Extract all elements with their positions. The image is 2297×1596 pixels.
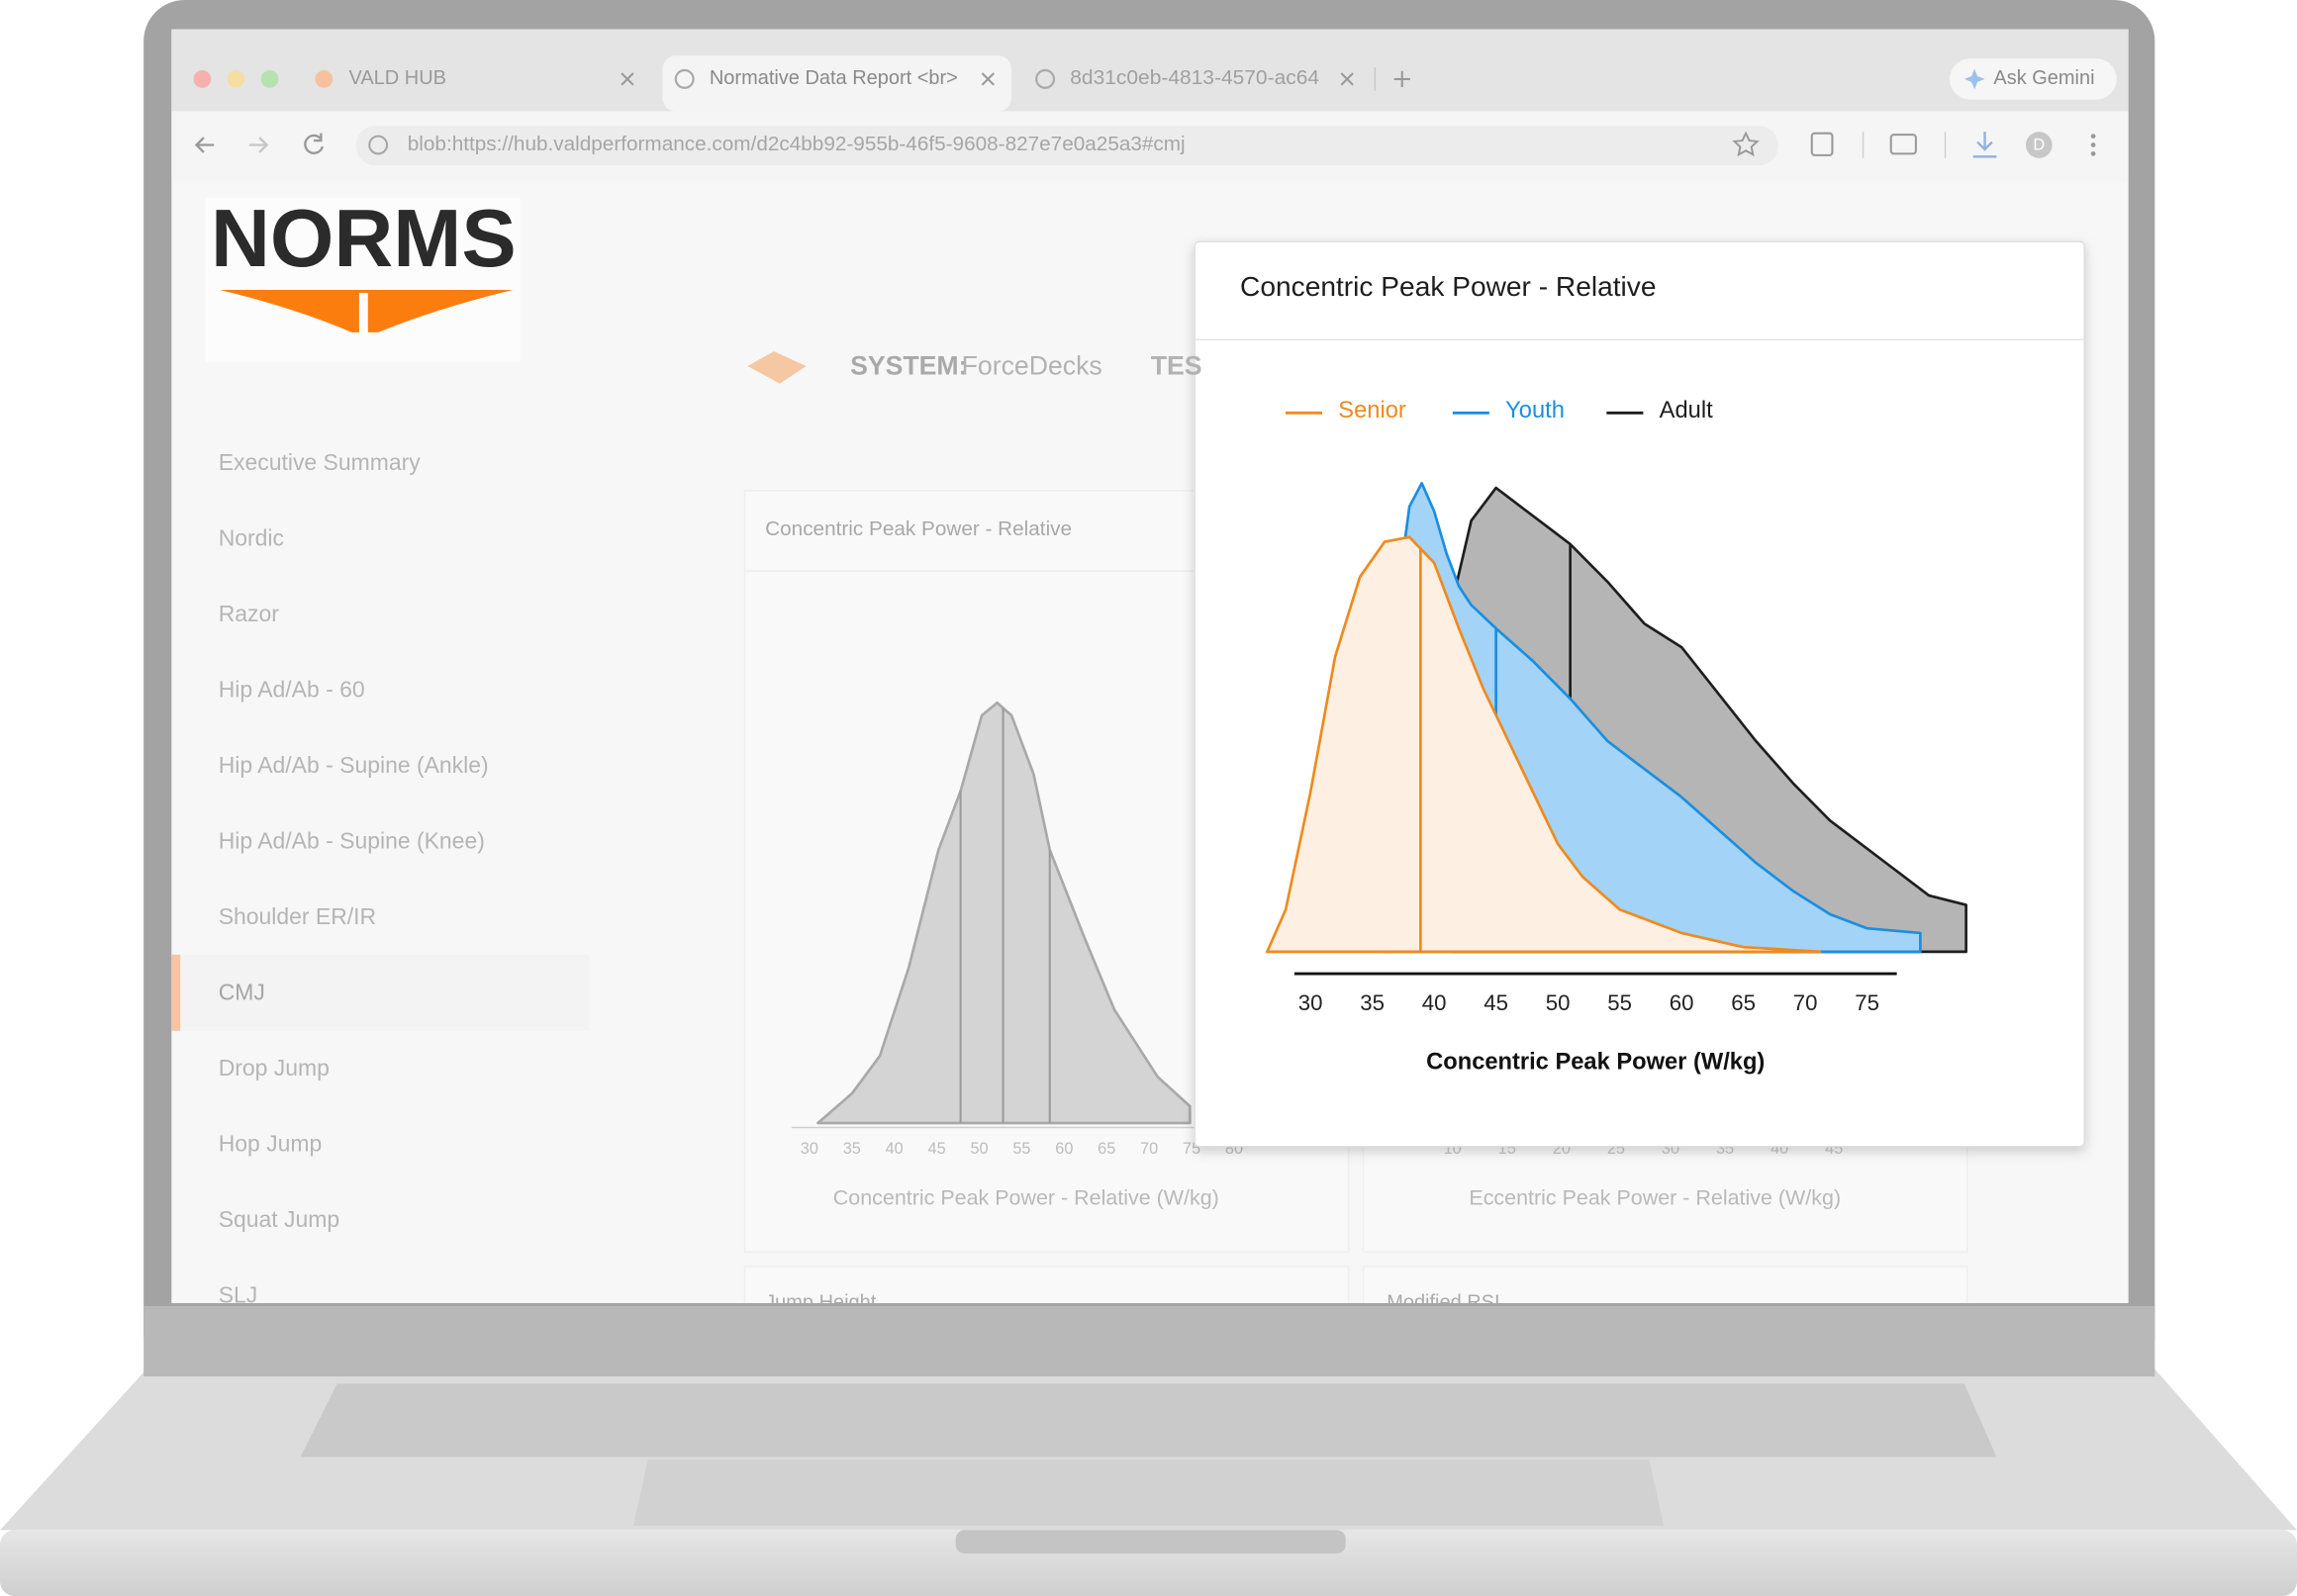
window-minimize[interactable] [227, 70, 245, 88]
nav-item[interactable]: Shoulder ER/IR [219, 903, 376, 929]
url[interactable]: blob:https://hub.valdperformance.com/d2c… [408, 133, 1186, 155]
x-tick-label: 35 [1360, 990, 1385, 1015]
nav-item[interactable]: Nordic [219, 525, 284, 551]
x-axis-label: Concentric Peak Power - Relative (W/kg) [833, 1186, 1219, 1210]
chart-title: Concentric Peak Power - Relative [1240, 271, 1656, 302]
nav-selected-indicator [171, 954, 181, 1031]
logo: NORMS [211, 192, 517, 284]
nav-item[interactable]: Hip Ad/Ab - Supine (Knee) [219, 828, 485, 854]
tab-icon [315, 70, 334, 88]
extensions-icon[interactable] [1810, 132, 1834, 156]
tab-title[interactable]: Normative Data Report <br> [710, 67, 958, 89]
screen-content: Concentric Peak Power - Relative 30 35 40 45… [171, 29, 2129, 1313]
x-tick-label: 50 [970, 1140, 988, 1158]
nav-item[interactable]: Executive Summary [219, 449, 422, 475]
nav-item[interactable]: Razor [219, 601, 280, 626]
nav-selected-bg [171, 954, 590, 1031]
tab-title[interactable]: 8d31c0eb-4813-4570-ac64 [1070, 67, 1319, 89]
window-close[interactable] [193, 70, 212, 88]
cast-icon[interactable] [1889, 134, 1917, 155]
card-title: Modified RSI [1387, 1291, 1499, 1313]
density-area [1266, 535, 1822, 954]
legend-label[interactable]: Adult [1660, 398, 1713, 423]
chin [144, 1305, 2155, 1377]
x-tick-label: 60 [1670, 990, 1694, 1015]
logo-split [358, 292, 368, 334]
gemini-label[interactable]: Ask Gemini [1993, 67, 2094, 89]
profile-initial[interactable]: D [2033, 137, 2045, 154]
address-bar[interactable] [355, 126, 1778, 166]
card [743, 1266, 1350, 1304]
gemini-button[interactable] [1949, 58, 2117, 100]
logo-box [205, 197, 521, 362]
x-tick-label: 35 [843, 1140, 861, 1158]
x-tick-label: 50 [1546, 990, 1571, 1015]
tab-icon [1035, 68, 1056, 89]
tab-strip [171, 29, 2129, 112]
bookmark-icon[interactable] [1732, 131, 1760, 157]
notch [955, 1530, 1346, 1554]
x-tick-label: 75 [1855, 990, 1879, 1015]
nav-item[interactable]: Hip Ad/Ab - 60 [219, 677, 365, 703]
active-tab[interactable] [662, 55, 1012, 112]
x-tick-label: 45 [1483, 990, 1508, 1015]
x-tick-label: 30 [1298, 990, 1323, 1015]
text-layer: VALD HUB Normative Data Report <br> 8d31c0… [211, 67, 2095, 1313]
x-tick-label: 70 [1793, 990, 1818, 1015]
laptop-base [0, 1530, 2297, 1596]
card-title: Jump Height [765, 1291, 877, 1313]
x-tick-label: 45 [928, 1140, 946, 1158]
tab-icon [674, 68, 695, 89]
x-tick-label: 70 [1140, 1140, 1158, 1158]
tab-title[interactable]: VALD HUB [349, 67, 446, 89]
background-charts: Concentric Peak Power - Relative 30 35 40 45… [765, 517, 1843, 1209]
x-tick-label: 30 [801, 1140, 818, 1158]
tab-close-icons[interactable] [621, 70, 1410, 88]
system-value: ForceDecks [962, 350, 1102, 380]
nav-item[interactable]: CMJ [219, 980, 265, 1005]
gemini-icon [1963, 68, 1985, 90]
site-info-icon[interactable] [368, 135, 389, 155]
window-maximize[interactable] [260, 70, 279, 88]
x-tick-label: 55 [1607, 990, 1632, 1015]
menu-icon[interactable] [2090, 134, 2096, 156]
x-tick-label: 40 [886, 1140, 904, 1158]
system-icon [747, 351, 807, 384]
x-tick-label: 40 [1422, 990, 1447, 1015]
card [1362, 1266, 1968, 1304]
nav-item[interactable]: Hop Jump [219, 1131, 323, 1157]
nav-buttons[interactable] [194, 133, 325, 154]
popup: Concentric Peak Power - Relative 30 35 40 45… [1194, 240, 2085, 1148]
x-tick-label: 65 [1098, 1140, 1115, 1158]
chart-title: Concentric Peak Power - Relative [765, 517, 1072, 540]
system-label: SYSTEM: [850, 350, 967, 380]
x-axis-label: Eccentric Peak Power - Relative (W/kg) [1469, 1186, 1841, 1210]
x-tick-label: 65 [1731, 990, 1756, 1015]
x-tick-label: 60 [1055, 1140, 1073, 1158]
x-tick-label: 55 [1012, 1140, 1030, 1158]
test-label: TES [1151, 350, 1202, 380]
legend-label[interactable]: Senior [1338, 398, 1406, 423]
nav-item[interactable]: SLJ [219, 1282, 258, 1308]
nav-item[interactable]: Squat Jump [219, 1206, 339, 1232]
keyboard [300, 1383, 1997, 1457]
profile-avatar[interactable] [2025, 132, 2053, 158]
x-axis-label: Concentric Peak Power (W/kg) [1426, 1050, 1765, 1076]
legend-label[interactable]: Youth [1505, 398, 1565, 423]
nav-item[interactable]: Drop Jump [219, 1055, 330, 1080]
nav-item[interactable]: Hip Ad/Ab - Supine (Ankle) [219, 752, 489, 778]
download-icon[interactable] [1972, 132, 1997, 158]
trackpad [632, 1459, 1665, 1526]
